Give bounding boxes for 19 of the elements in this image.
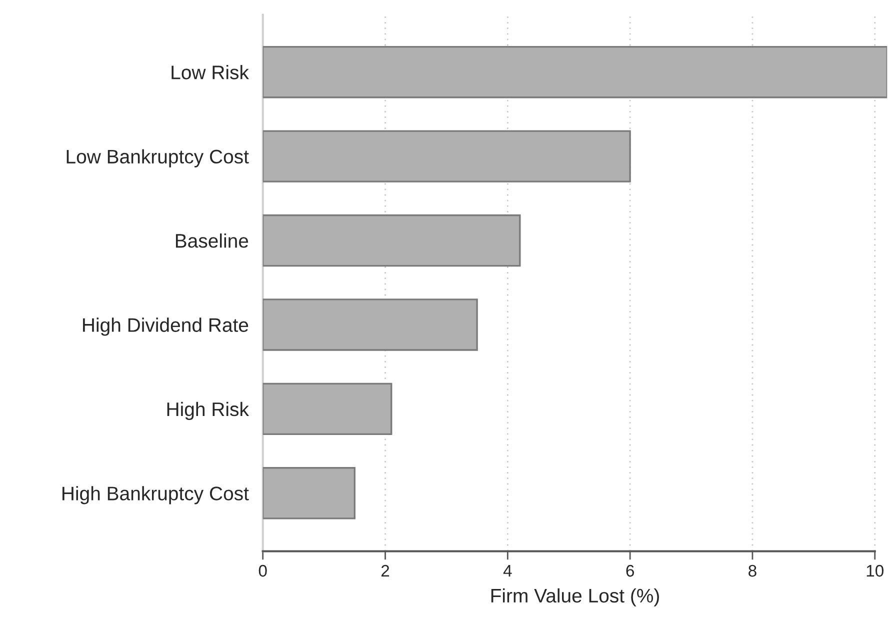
- y-tick-label: High Bankruptcy Cost: [62, 486, 249, 504]
- y-tick-label: High Dividend Rate: [83, 318, 248, 336]
- bar: [262, 214, 521, 267]
- x-axis-title: Firm Value Lost (%): [491, 588, 659, 606]
- x-tick-label: 0: [258, 564, 267, 577]
- bar: [262, 298, 478, 351]
- bar: [262, 130, 631, 182]
- x-tick-label: 8: [748, 564, 756, 577]
- y-tick-label: Low Bankruptcy Cost: [66, 149, 249, 168]
- bar: [262, 46, 888, 98]
- x-tick-label: 2: [381, 564, 390, 577]
- x-tick-label: 4: [503, 565, 512, 577]
- x-tick-label: 10: [866, 564, 884, 577]
- y-tick-label: Baseline: [176, 233, 248, 248]
- bar: [262, 467, 356, 520]
- y-tick-label: Low Risk: [172, 65, 249, 80]
- bar: [262, 382, 392, 436]
- x-tick-label: 6: [626, 564, 634, 577]
- y-tick-label: High Risk: [167, 402, 249, 420]
